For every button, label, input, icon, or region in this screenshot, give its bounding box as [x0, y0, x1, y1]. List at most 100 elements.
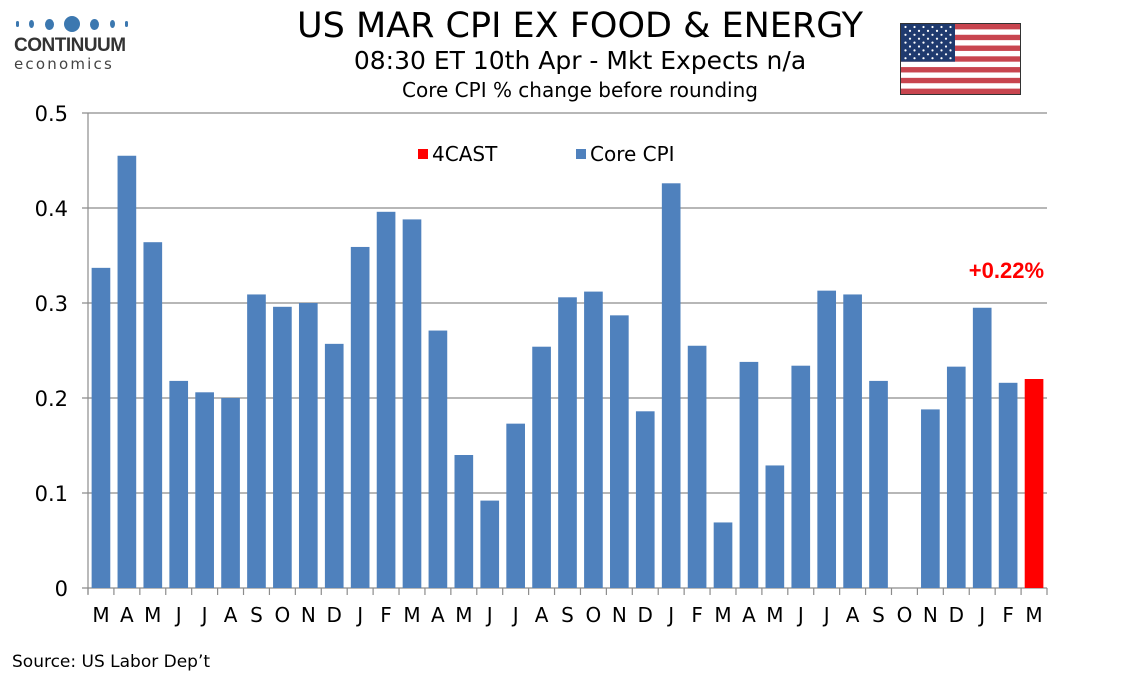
core-cpi-bar [376, 211, 396, 589]
core-cpi-bar [91, 267, 111, 588]
flag-star [949, 49, 952, 52]
source-note: Source: US Labor Dep’t [12, 652, 211, 672]
flag-star [913, 57, 916, 60]
flag-star [926, 53, 930, 56]
core-cpi-bar [169, 380, 189, 588]
core-cpi-bar [635, 411, 655, 588]
x-tick-label: O [897, 603, 913, 627]
x-tick-label: A [224, 603, 238, 627]
flag-star [917, 29, 921, 32]
legend-swatch [418, 149, 428, 159]
legend-item-core-cpi: Core CPI [576, 142, 675, 166]
core-cpi-bar [298, 303, 318, 588]
core-cpi-bar [687, 345, 707, 588]
logo-name: CONTINUUM [14, 35, 126, 56]
flag-star [935, 45, 939, 48]
flag-star [904, 33, 907, 36]
flag-star [922, 33, 925, 36]
logo-sub: economics [14, 55, 114, 73]
legend-item-4cast: 4CAST [418, 142, 498, 166]
x-tick-label: S [561, 603, 574, 627]
legend-label: Core CPI [590, 142, 675, 166]
x-tick-label: M [1025, 603, 1042, 627]
flag-stripe [901, 88, 1020, 94]
core-cpi-bar [480, 500, 500, 588]
x-tick-label: M [766, 603, 783, 627]
flag-stripe [901, 29, 1020, 36]
core-cpi-bar [428, 330, 448, 588]
core-cpi-bar [610, 315, 629, 588]
core-cpi-bar [506, 423, 525, 588]
core-cpi-bar [817, 290, 837, 588]
y-tick-label: 0.5 [35, 102, 68, 126]
x-tick-label: J [174, 603, 182, 627]
x-tick-label: D [638, 603, 653, 627]
core-cpi-bar [661, 183, 681, 589]
core-cpi-bar [195, 392, 214, 588]
flag-star [935, 53, 939, 56]
flag-star [904, 57, 907, 60]
us-flag-icon [900, 23, 1021, 95]
flag-star [917, 45, 921, 48]
core-cpi-bar [998, 382, 1018, 588]
x-tick-label: O [275, 603, 291, 627]
x-tick-label: M [92, 603, 109, 627]
flag-stripe [901, 45, 1020, 52]
core-cpi-bar [946, 366, 966, 588]
x-tick-label: D [949, 603, 964, 627]
flag-stripe [901, 61, 1020, 68]
y-tick-label: 0.1 [35, 482, 68, 506]
x-tick-label: J [822, 603, 830, 627]
flag-star [908, 53, 912, 56]
x-tick-label: A [742, 603, 756, 627]
flag-star [935, 37, 939, 40]
flag-star [922, 25, 925, 29]
core-cpi-bar [921, 409, 940, 588]
core-cpi-bar [843, 294, 862, 588]
core-cpi-bar [273, 306, 292, 588]
x-tick-label: N [923, 603, 938, 627]
flag-star [931, 57, 934, 60]
flag-star [917, 37, 921, 40]
core-cpi-bar [739, 361, 759, 588]
flag-star [913, 49, 916, 52]
core-cpi-bar [791, 365, 811, 588]
flag-star [931, 41, 934, 44]
flag-stripe [901, 50, 1020, 57]
x-tick-label: J [200, 603, 208, 627]
core-cpi-bar [584, 291, 603, 588]
core-cpi-bar [713, 522, 733, 588]
flag-star [913, 33, 916, 36]
flag-star [931, 49, 934, 52]
x-tick-label: N [612, 603, 627, 627]
continuum-logo: CONTINUUM economics [14, 14, 134, 72]
core-cpi-bar [558, 297, 577, 588]
x-tick-label: J [355, 603, 363, 627]
flag-star [940, 25, 943, 29]
x-tick-label: A [846, 603, 860, 627]
y-tick-label: 0 [55, 577, 68, 601]
flag-star [944, 53, 948, 56]
forecast-bar [1024, 379, 1044, 588]
core-cpi-bar [532, 346, 551, 588]
flag-star [949, 33, 952, 36]
x-tick-label: O [586, 603, 602, 627]
x-tick-label: M [455, 603, 472, 627]
x-tick-label: M [714, 603, 731, 627]
core-cpi-bar [350, 246, 370, 588]
flag-stripe [901, 34, 1020, 41]
chart-caption: Core CPI % change before rounding [402, 78, 758, 102]
flag-stripe [901, 24, 1020, 30]
flag-stripe [901, 77, 1020, 84]
flag-star [931, 25, 934, 29]
flag-star [940, 33, 943, 36]
x-tick-label: J [796, 603, 804, 627]
core-cpi-bar [117, 155, 137, 588]
flag-star [922, 49, 925, 52]
x-tick-label: A [431, 603, 445, 627]
flag-star [944, 29, 948, 32]
core-cpi-bar [221, 398, 240, 588]
x-tick-label: F [691, 603, 703, 627]
x-tick-label: A [120, 603, 134, 627]
flag-star [926, 37, 930, 40]
